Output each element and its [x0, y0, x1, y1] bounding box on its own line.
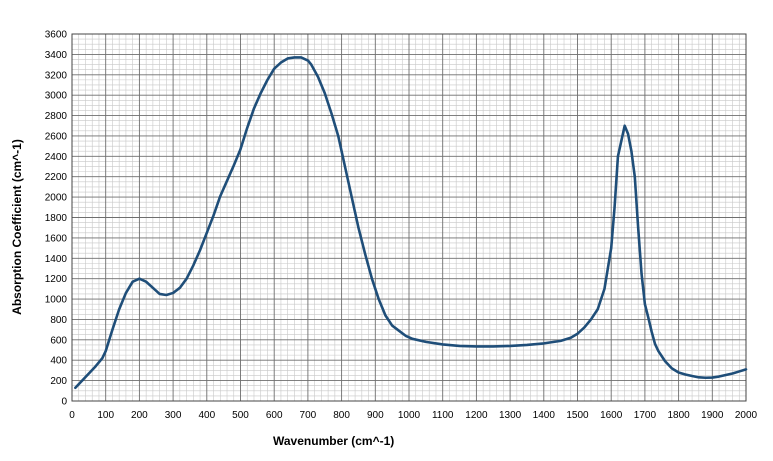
y-tick-label: 200 — [50, 376, 67, 387]
x-tick-label: 1200 — [465, 410, 488, 421]
y-tick-label: 1800 — [45, 213, 68, 224]
y-tick-label: 1200 — [45, 274, 68, 285]
y-tick-label: 1400 — [45, 254, 68, 265]
x-tick-label: 0 — [69, 410, 75, 421]
x-tick-label: 200 — [131, 410, 148, 421]
x-tick-label: 1800 — [667, 410, 690, 421]
x-tick-label: 600 — [266, 410, 283, 421]
y-tick-label: 400 — [50, 356, 67, 367]
y-tick-label: 2800 — [45, 111, 68, 122]
y-tick-label: 1000 — [45, 295, 68, 306]
x-tick-labels: 0 100 200 300 400 500 600 700 800 900 1000 1100 1200… — [69, 410, 757, 421]
x-tick-label: 1000 — [398, 410, 421, 421]
major-gridlines — [71, 33, 747, 402]
x-tick-label: 1900 — [701, 410, 724, 421]
y-tick-label: 3200 — [45, 70, 68, 81]
y-tick-label: 0 — [61, 397, 67, 408]
x-tick-label: 700 — [300, 410, 317, 421]
x-tick-label: 400 — [198, 410, 215, 421]
x-tick-label: 2000 — [735, 410, 758, 421]
x-tick-label: 1100 — [432, 410, 454, 421]
x-tick-label: 1400 — [533, 410, 556, 421]
y-tick-label: 600 — [50, 335, 67, 346]
y-tick-label: 2200 — [45, 172, 68, 183]
y-axis-title: Absorption Coefficient (cm^-1) — [10, 139, 24, 315]
y-tick-label: 1600 — [45, 233, 68, 244]
x-tick-label: 1700 — [634, 410, 657, 421]
y-tick-label: 2400 — [45, 152, 68, 163]
y-tick-label: 2600 — [45, 131, 68, 142]
x-axis-title: Wavenumber (cm^-1) — [273, 434, 394, 448]
x-tick-label: 500 — [232, 410, 249, 421]
x-tick-label: 1500 — [566, 410, 589, 421]
x-tick-label: 1600 — [600, 410, 623, 421]
y-tick-label: 3400 — [45, 50, 68, 61]
absorption-series-line — [74, 56, 748, 390]
y-tick-label: 3600 — [45, 30, 68, 41]
x-tick-label: 1300 — [499, 410, 522, 421]
y-tick-label: 800 — [50, 315, 67, 326]
y-tick-label: 3000 — [45, 91, 68, 102]
plot-border — [71, 33, 747, 402]
y-tick-labels: 0 200 400 600 800 1000 1200 1400 1600 1800 2000 220… — [45, 30, 68, 408]
x-tick-label: 100 — [97, 410, 114, 421]
x-tick-label: 800 — [333, 410, 350, 421]
x-tick-label: 300 — [165, 410, 182, 421]
y-tick-label: 2000 — [45, 193, 68, 204]
x-tick-label: 900 — [367, 410, 384, 421]
